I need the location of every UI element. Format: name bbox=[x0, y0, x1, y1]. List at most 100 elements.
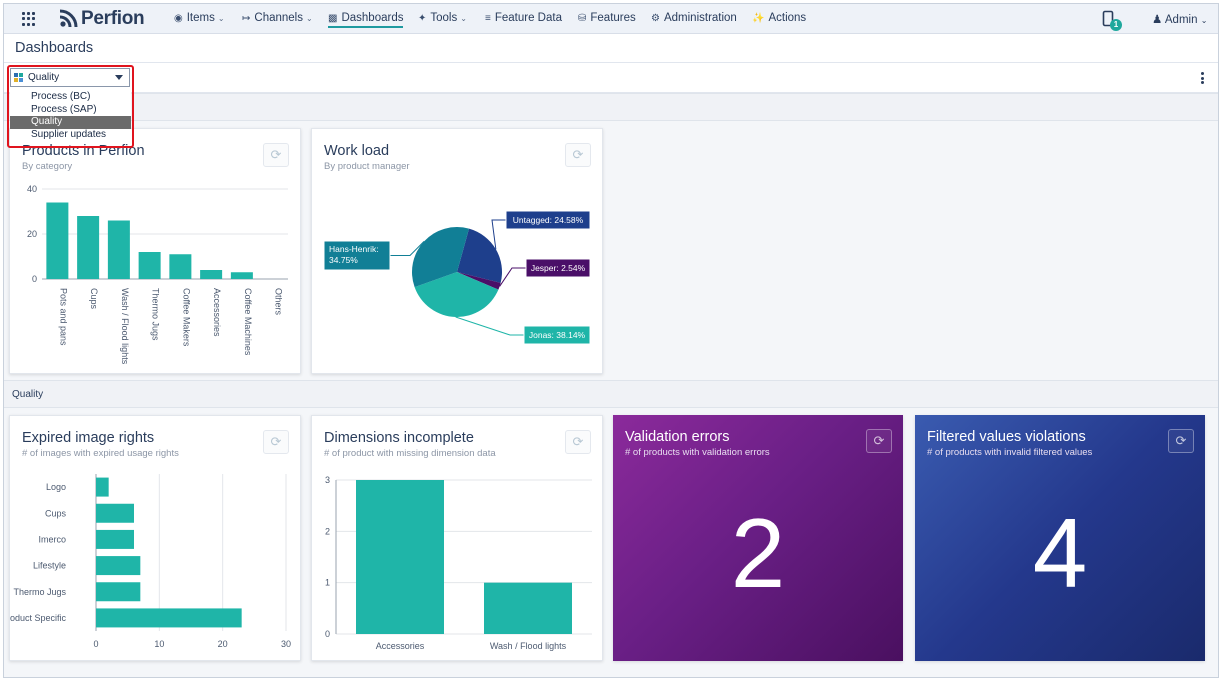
pie-slice bbox=[457, 228, 502, 283]
x-tick-label: Wash / Flood lights bbox=[120, 288, 130, 365]
y-tick-label: Product Specific bbox=[10, 613, 66, 623]
pie-label: Jesper: 2.54% bbox=[531, 263, 586, 273]
perfion-logo-mark-icon bbox=[59, 9, 78, 28]
nav-dashboards-label: Dashboards bbox=[341, 12, 404, 24]
card-title: Validation errors bbox=[625, 429, 730, 445]
card-title: Dimensions incomplete bbox=[324, 430, 474, 446]
caret-down-icon bbox=[115, 75, 123, 80]
user-menu[interactable]: ♟ Admin ⌄ bbox=[1152, 12, 1207, 26]
app-frame: Perfion ◉ Items ⌄ ↦ Channels ⌄ ▩ Dashboa… bbox=[3, 3, 1219, 678]
bar bbox=[46, 202, 69, 279]
nav-administration[interactable]: ⚙ Administration bbox=[651, 12, 737, 24]
nav-tools-label: Tools bbox=[430, 12, 458, 24]
refresh-button[interactable]: ⟳ bbox=[565, 143, 591, 167]
kpi-value: 2 bbox=[730, 498, 786, 608]
y-tick-label: 1 bbox=[325, 578, 330, 588]
nav-dashboards[interactable]: ▩ Dashboards bbox=[328, 12, 404, 28]
pie-label: 34.75% bbox=[329, 255, 358, 265]
nav-features-label: Features bbox=[590, 12, 636, 24]
bar bbox=[107, 220, 130, 279]
refresh-button[interactable]: ⟳ bbox=[263, 143, 289, 167]
dropdown-option[interactable]: Process (SAP) bbox=[31, 103, 97, 115]
kpi-value: 4 bbox=[1032, 498, 1088, 608]
section-header-quality: Quality bbox=[4, 380, 1218, 408]
nav-feature-data[interactable]: ≡ Feature Data bbox=[485, 12, 562, 24]
refresh-button[interactable]: ⟳ bbox=[263, 430, 289, 454]
card-subtitle: # of product with missing dimension data bbox=[324, 448, 496, 459]
channels-icon: ↦ bbox=[242, 12, 251, 24]
y-tick-label: Imerco bbox=[38, 534, 66, 544]
card-subtitle: # of products with invalid filtered valu… bbox=[927, 447, 1093, 458]
app-grid-icon[interactable] bbox=[22, 12, 36, 26]
pie-label-box bbox=[523, 325, 591, 345]
chevron-down-icon: ⌄ bbox=[460, 13, 467, 23]
wrench-icon: ✦ bbox=[418, 12, 427, 24]
nav-channels[interactable]: ↦ Channels ⌄ bbox=[242, 12, 313, 24]
dropdown-option[interactable]: Process (BC) bbox=[31, 91, 91, 102]
bar bbox=[356, 480, 444, 634]
y-tick-label: 3 bbox=[325, 475, 330, 485]
card-title: Work load bbox=[324, 143, 390, 159]
bar bbox=[169, 254, 192, 279]
refresh-icon: ⟳ bbox=[572, 147, 584, 162]
dashboard-icon: ▩ bbox=[328, 12, 338, 24]
list-icon: ≡ bbox=[485, 12, 491, 24]
dropdown-option[interactable]: Supplier updates bbox=[31, 128, 107, 140]
more-options-icon[interactable] bbox=[1201, 72, 1204, 84]
bar bbox=[96, 529, 134, 549]
y-tick-label: Logo bbox=[46, 482, 66, 492]
bar bbox=[96, 608, 242, 628]
y-tick-label: 20 bbox=[27, 229, 37, 239]
user-icon: ♟ bbox=[1152, 14, 1163, 26]
nav-tools[interactable]: ✦ Tools ⌄ bbox=[418, 12, 467, 24]
pie-slice bbox=[414, 272, 499, 318]
bar bbox=[200, 270, 223, 279]
pie-label: Hans-Henrik: bbox=[329, 244, 379, 254]
page-title: Dashboards bbox=[15, 40, 94, 56]
bar bbox=[96, 503, 134, 523]
pie-label-box bbox=[505, 210, 591, 230]
section-header-top bbox=[4, 93, 1218, 121]
nav-items[interactable]: ◉ Items ⌄ bbox=[174, 12, 225, 24]
refresh-button[interactable]: ⟳ bbox=[866, 429, 892, 453]
perfion-logo[interactable]: Perfion bbox=[58, 8, 145, 30]
dimensions-incomplete-card: 0 1 2 3 Accessories Wash / Flood lights Dimen… bbox=[311, 415, 603, 661]
dashboard-selector[interactable]: Quality bbox=[10, 68, 130, 87]
pie-slice bbox=[412, 227, 470, 288]
nav-features[interactable]: ⛁ Features bbox=[578, 12, 636, 24]
y-tick-label: Thermo Jugs bbox=[13, 587, 66, 597]
bar bbox=[77, 216, 100, 279]
chevron-down-icon: ⌄ bbox=[1200, 16, 1208, 25]
pie-label-connector bbox=[390, 241, 425, 256]
x-tick-label: 0 bbox=[93, 639, 98, 649]
nav-actions[interactable]: ✨ Actions bbox=[752, 12, 806, 24]
x-tick-label: 20 bbox=[218, 639, 228, 649]
pie-label-box bbox=[525, 258, 591, 278]
nav-channels-label: Channels bbox=[254, 12, 303, 24]
top-navigation: Perfion ◉ Items ⌄ ↦ Channels ⌄ ▩ Dashboa… bbox=[4, 4, 1218, 34]
refresh-icon: ⟳ bbox=[873, 433, 885, 448]
nav-administration-label: Administration bbox=[663, 12, 737, 24]
dropdown-option-selected[interactable]: Quality bbox=[10, 116, 131, 129]
x-tick-label: Coffee Makers bbox=[181, 288, 191, 347]
card-subtitle: # of products with validation errors bbox=[625, 447, 770, 458]
y-tick-label: Cups bbox=[45, 508, 67, 518]
card-title: Expired image rights bbox=[22, 430, 155, 446]
device-icon[interactable] bbox=[1102, 10, 1116, 28]
pie-label: Untagged: 24.58% bbox=[513, 215, 584, 225]
refresh-button[interactable]: ⟳ bbox=[565, 430, 591, 454]
dashboard-grid-icon bbox=[14, 72, 24, 83]
y-tick-label: Lifestyle bbox=[33, 561, 66, 571]
refresh-button[interactable]: ⟳ bbox=[1168, 429, 1194, 453]
x-tick-label: 30 bbox=[281, 639, 291, 649]
y-tick-label: 0 bbox=[325, 629, 330, 639]
pie-label: Jonas: 38.14% bbox=[529, 330, 586, 340]
bar bbox=[138, 252, 161, 279]
bar bbox=[230, 272, 253, 279]
x-tick-label: 10 bbox=[154, 639, 164, 649]
workload-pie-chart: Untagged: 24.58% Jesper: 2.54% Jonas: 38.1… bbox=[323, 210, 591, 345]
refresh-icon: ⟳ bbox=[1175, 433, 1187, 448]
refresh-icon: ⟳ bbox=[270, 434, 282, 449]
section-title: Quality bbox=[12, 389, 44, 400]
products-card: 0 20 40 Pots and pans Cups Wash / Flood light… bbox=[9, 128, 301, 374]
